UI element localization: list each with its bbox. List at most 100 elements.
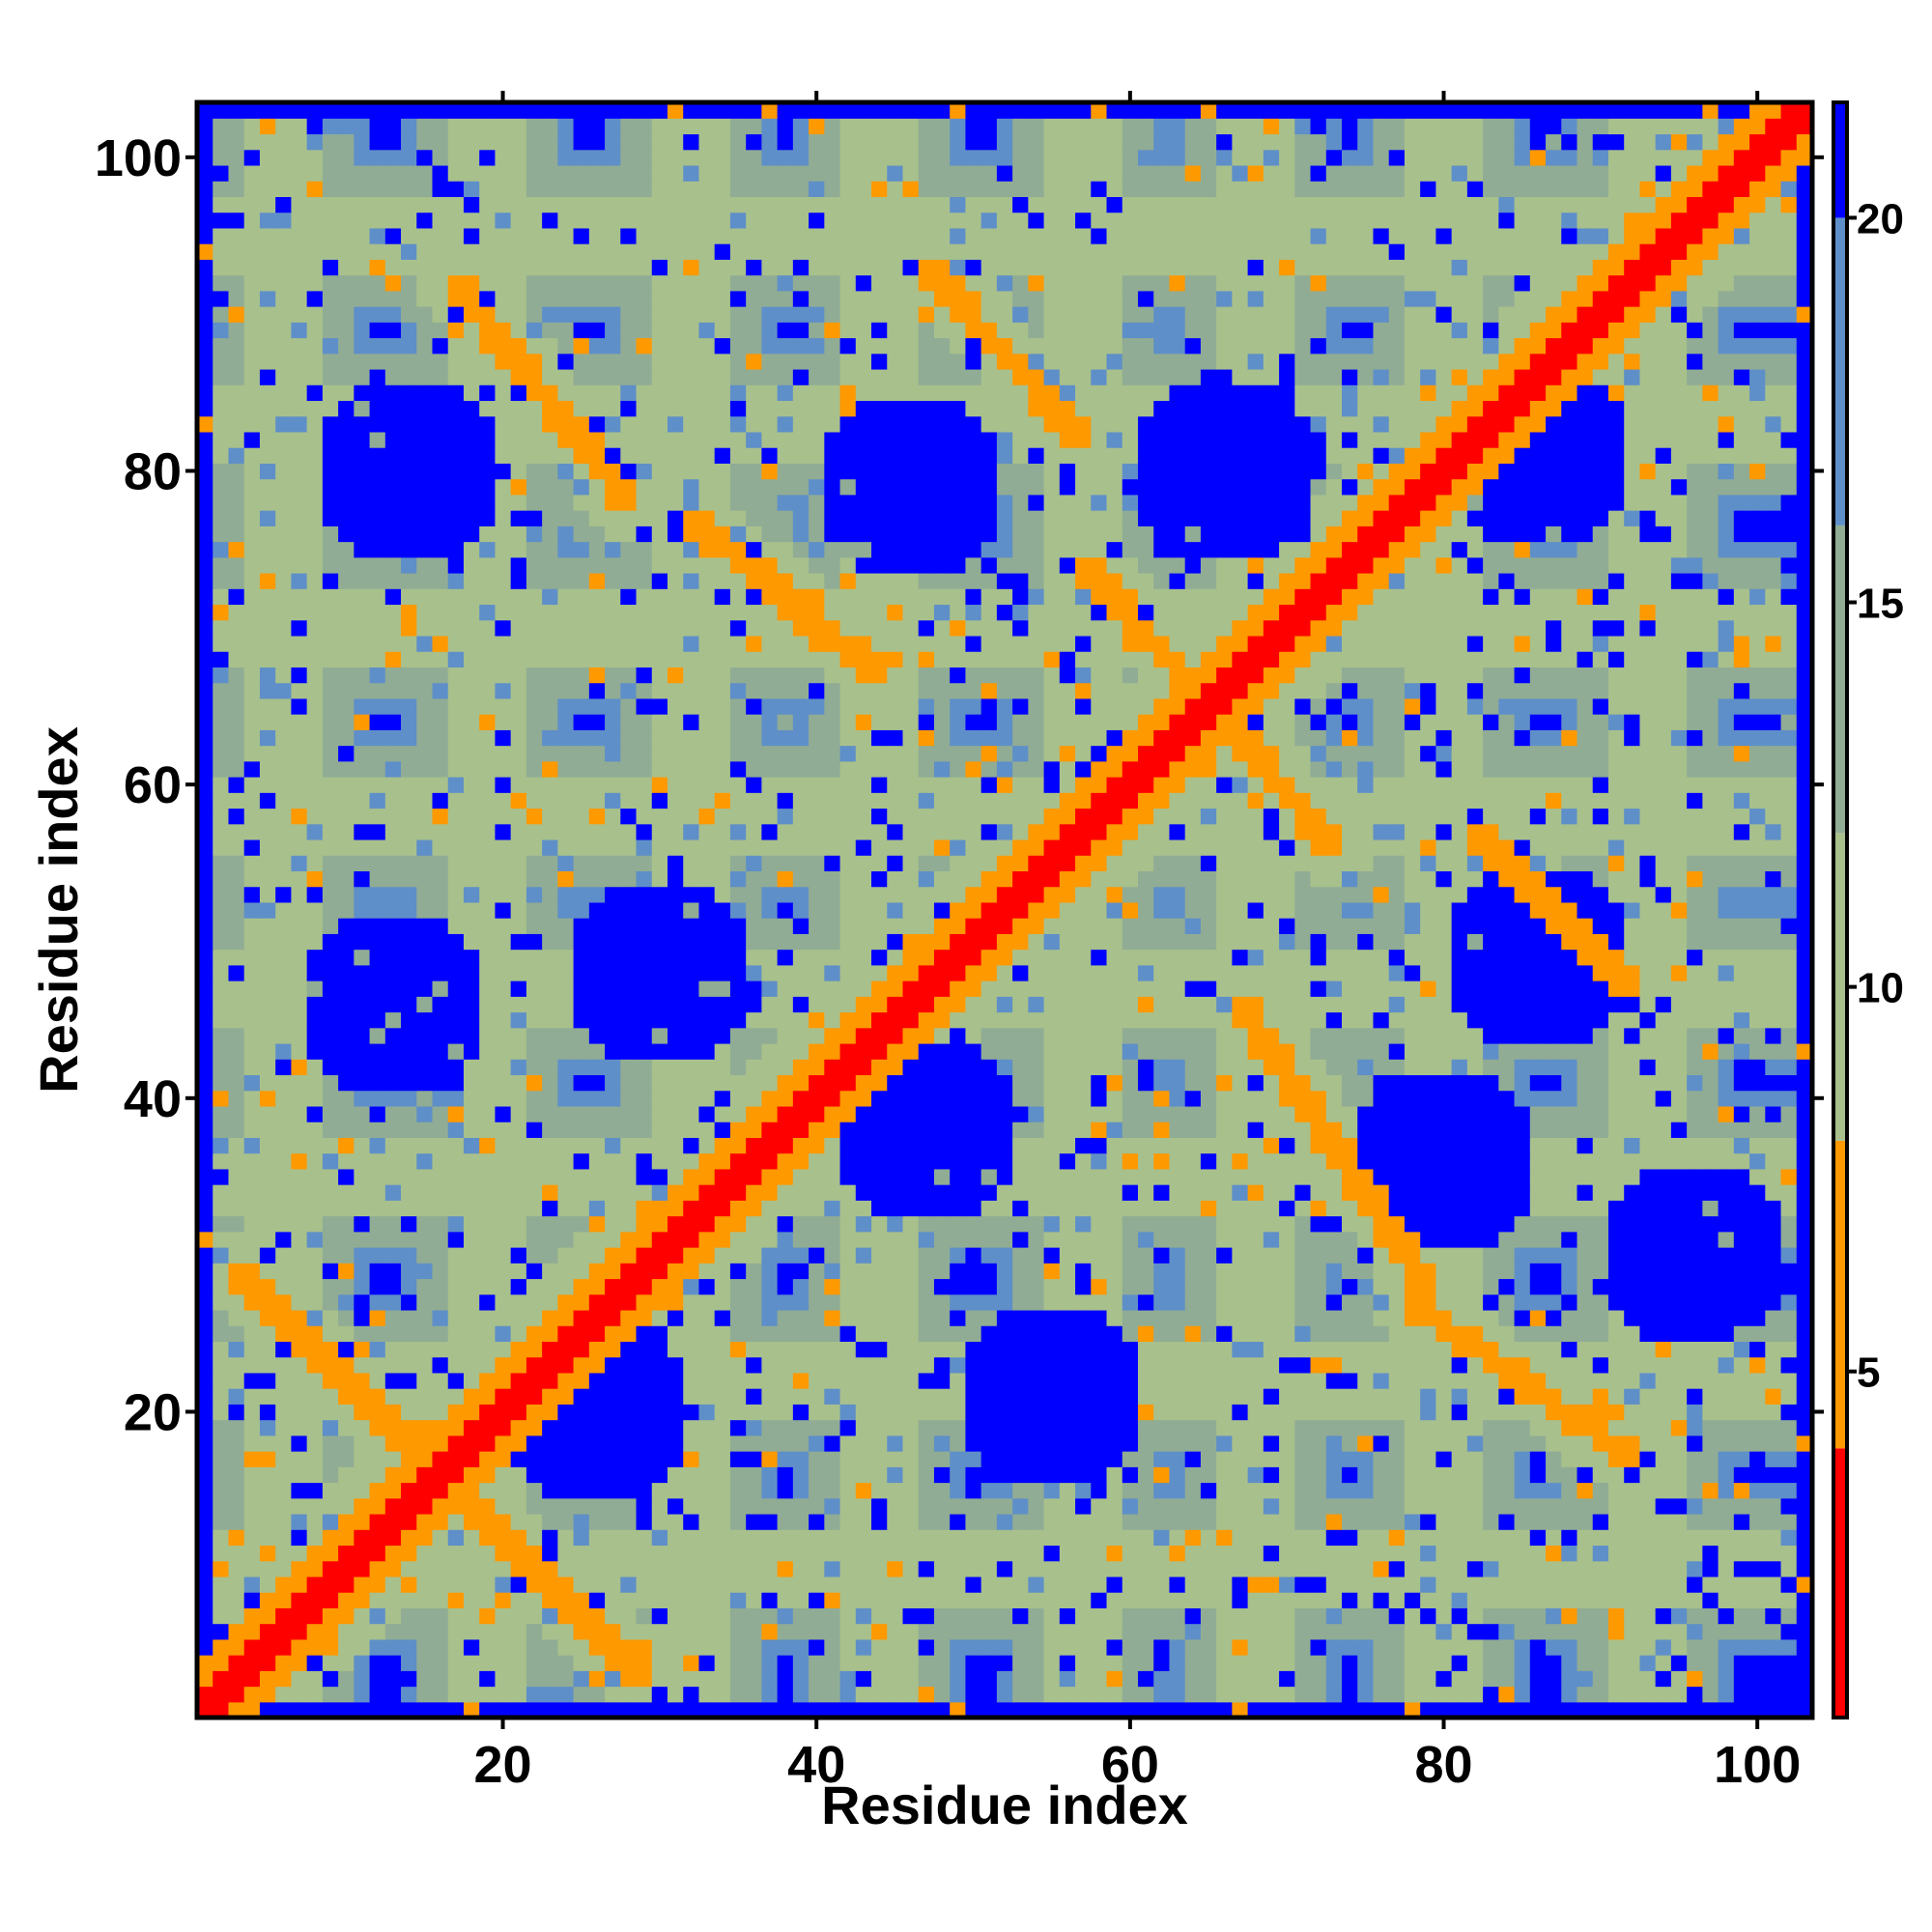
heatmap-cell bbox=[965, 1529, 982, 1547]
heatmap-cell bbox=[243, 1638, 261, 1656]
heatmap-cell bbox=[197, 1701, 213, 1719]
heatmap-cell bbox=[291, 980, 308, 997]
heatmap-cell bbox=[1466, 1419, 1484, 1436]
heatmap-cell bbox=[369, 1152, 386, 1170]
heatmap-cell bbox=[354, 1152, 371, 1170]
heatmap-cell bbox=[1796, 1105, 1813, 1122]
heatmap-cell bbox=[1310, 1388, 1327, 1405]
heatmap-cell bbox=[542, 1122, 558, 1138]
heatmap-cell bbox=[306, 1074, 324, 1092]
heatmap-cell bbox=[855, 1623, 872, 1640]
heatmap-cell bbox=[1043, 1592, 1061, 1608]
heatmap-cell bbox=[1702, 1513, 1719, 1530]
heatmap-cell bbox=[463, 1419, 480, 1436]
heatmap-cell bbox=[1216, 1293, 1233, 1311]
heatmap-cell bbox=[291, 1090, 308, 1107]
heatmap-cell bbox=[871, 980, 888, 997]
heatmap-cell bbox=[871, 1576, 888, 1593]
heatmap-cell bbox=[1388, 1529, 1406, 1547]
heatmap-cell bbox=[996, 1670, 1013, 1688]
heatmap-cell bbox=[542, 1200, 558, 1217]
heatmap-cell bbox=[698, 1042, 716, 1060]
heatmap-cell bbox=[980, 1184, 998, 1201]
heatmap-cell bbox=[1357, 1638, 1375, 1656]
heatmap-cell bbox=[213, 1027, 230, 1044]
heatmap-cell bbox=[746, 1592, 762, 1608]
heatmap-cell bbox=[384, 1278, 402, 1295]
heatmap-cell bbox=[526, 964, 543, 981]
heatmap-cell bbox=[228, 1027, 245, 1044]
heatmap-cell bbox=[1733, 1105, 1750, 1122]
heatmap-cell bbox=[354, 1404, 371, 1421]
heatmap-cell bbox=[1122, 1356, 1139, 1374]
heatmap-cell bbox=[980, 1137, 998, 1154]
heatmap-cell bbox=[620, 1404, 638, 1421]
heatmap-cell bbox=[1184, 1309, 1202, 1326]
heatmap-cell bbox=[1765, 1670, 1782, 1688]
heatmap-cell bbox=[1435, 1419, 1453, 1436]
heatmap-cell bbox=[1091, 1137, 1108, 1154]
heatmap-cell bbox=[369, 1686, 386, 1703]
heatmap-cell bbox=[1075, 1059, 1092, 1076]
heatmap-cell bbox=[950, 1105, 967, 1122]
heatmap-cell bbox=[1169, 1607, 1186, 1625]
heatmap-cell bbox=[1466, 1497, 1484, 1515]
heatmap-cell bbox=[980, 996, 998, 1013]
heatmap-cell bbox=[1106, 1404, 1123, 1421]
heatmap-cell bbox=[1514, 1435, 1531, 1452]
heatmap-cell bbox=[792, 1560, 810, 1577]
heatmap-cell bbox=[1592, 980, 1609, 997]
heatmap-cell bbox=[463, 1278, 480, 1295]
heatmap-cell bbox=[1137, 1200, 1154, 1217]
heatmap-cell bbox=[651, 1529, 668, 1547]
heatmap-cell bbox=[1279, 1074, 1295, 1092]
heatmap-cell bbox=[1012, 996, 1029, 1013]
heatmap-cell bbox=[871, 964, 888, 981]
heatmap-cell bbox=[1592, 1701, 1609, 1719]
heatmap-cell bbox=[1325, 1356, 1343, 1374]
heatmap-cell bbox=[980, 1372, 998, 1389]
heatmap-cell bbox=[1279, 1576, 1295, 1593]
heatmap-cell bbox=[996, 1497, 1013, 1515]
heatmap-cell bbox=[1153, 1105, 1171, 1122]
heatmap-cell bbox=[338, 1105, 355, 1122]
heatmap-cell bbox=[824, 1513, 841, 1530]
heatmap-cell bbox=[1043, 1137, 1061, 1154]
heatmap-cell bbox=[839, 1701, 857, 1719]
heatmap-cell bbox=[1247, 996, 1264, 1013]
heatmap-cell bbox=[1153, 1341, 1171, 1358]
heatmap-cell bbox=[416, 1309, 434, 1326]
heatmap-cell bbox=[1106, 1105, 1123, 1122]
heatmap-cell bbox=[1012, 1497, 1029, 1515]
heatmap-cell bbox=[557, 1184, 575, 1201]
heatmap-cell bbox=[1780, 1670, 1798, 1688]
heatmap-cell bbox=[887, 1074, 904, 1092]
heatmap-cell bbox=[1639, 1293, 1657, 1311]
heatmap-cell bbox=[1687, 1701, 1703, 1719]
heatmap-cell bbox=[1325, 1184, 1343, 1201]
heatmap-cell bbox=[1670, 1263, 1688, 1280]
heatmap-cell bbox=[1137, 1278, 1154, 1295]
heatmap-cell bbox=[197, 1670, 213, 1688]
heatmap-cell bbox=[1263, 1309, 1280, 1326]
heatmap-cell bbox=[1765, 964, 1782, 981]
heatmap-cell bbox=[1263, 1592, 1280, 1608]
heatmap-cell bbox=[463, 964, 480, 981]
heatmap-cell bbox=[746, 1309, 762, 1326]
heatmap-cell bbox=[1091, 1122, 1108, 1138]
heatmap-cell bbox=[605, 1152, 621, 1170]
heatmap-cell bbox=[1420, 1655, 1436, 1671]
heatmap-cell bbox=[1498, 1011, 1516, 1029]
heatmap-cell bbox=[1357, 1592, 1375, 1608]
heatmap-cell bbox=[1153, 1466, 1171, 1484]
heatmap-cell bbox=[1561, 1576, 1578, 1593]
heatmap-cell bbox=[322, 1074, 339, 1092]
heatmap-cell bbox=[1765, 1293, 1782, 1311]
heatmap-cell bbox=[636, 1372, 653, 1389]
heatmap-cell bbox=[447, 1388, 465, 1405]
heatmap-cell bbox=[1624, 1215, 1641, 1233]
heatmap-cell bbox=[1106, 1451, 1123, 1467]
heatmap-cell bbox=[1577, 1482, 1594, 1499]
heatmap-cell bbox=[213, 980, 230, 997]
heatmap-cell bbox=[620, 1497, 638, 1515]
